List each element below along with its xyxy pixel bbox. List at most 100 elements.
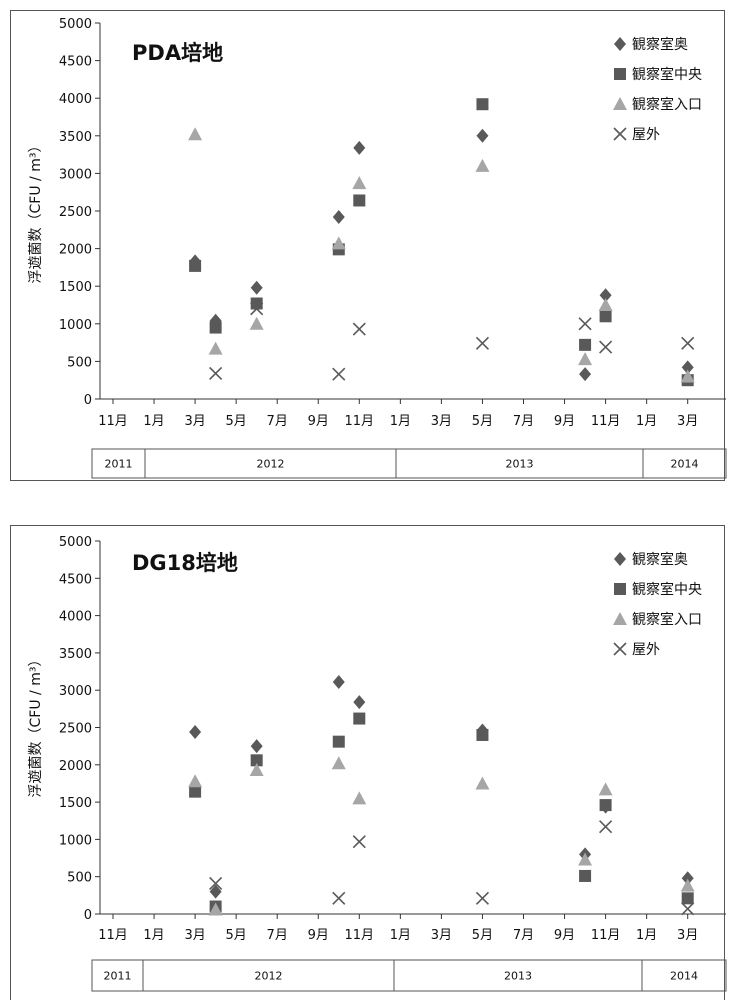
data-point-x [352,835,366,849]
data-point-square [209,321,222,334]
year-label: 2012 [257,458,285,471]
legend-marker [613,97,627,110]
y-tick-label: 0 [84,393,92,408]
x-tick-label: 1月 [390,414,411,429]
y-tick-label: 1000 [59,318,92,333]
x-tick-label: 9月 [554,928,575,943]
legend-label: 屋外 [632,642,660,658]
x-tick-label: 7月 [267,414,288,429]
legend-label: 屋外 [632,127,660,143]
x-tick-label: 3月 [184,928,205,943]
x-tick-label: 1月 [636,414,657,429]
y-tick-label: 1000 [59,833,92,848]
data-point-diamond [332,674,345,689]
data-point-x [681,336,695,350]
x-tick-label: 11月 [98,414,128,429]
legend-marker [614,552,626,566]
data-point-triangle [680,878,695,892]
data-point-square [353,194,366,207]
data-point-triangle [188,127,203,141]
x-tick-label: 11月 [591,414,621,429]
data-point-triangle [208,341,223,355]
x-tick-label: 3月 [677,928,698,943]
x-tick-label: 9月 [308,414,329,429]
x-tick-label: 7月 [267,928,288,943]
legend-label: 観察室奥 [632,36,688,53]
chart-pda-svg: 0 500 1000 1500 2000 2500 3000 3500 4000 4500 5000… [10,10,727,481]
x-tick-label: 5月 [226,928,247,943]
data-point-x [209,366,223,380]
x-tick-label: 3月 [184,414,205,429]
x-tick-label: 11月 [591,928,621,943]
year-label: 2013 [504,970,532,983]
x-tick-label: 3月 [431,928,452,943]
y-tick-label: 3500 [59,130,92,145]
chart-title: DG18培地 [132,551,238,575]
chart-frame [10,10,725,481]
legend-marker [613,127,627,141]
data-point-diamond [681,360,694,375]
year-label: 2013 [506,458,534,471]
data-point-square [250,754,263,767]
y-tick-label: 1500 [59,280,92,295]
data-point-diamond [579,367,592,382]
legend-marker [614,68,626,80]
data-point-square [476,98,489,111]
data-point-square [250,297,263,310]
y-axis-label: 浮遊菌数（CFU / m³） [28,653,44,798]
data-point-square [599,310,612,323]
y-tick-label: 1500 [59,796,92,811]
y-tick-label: 4500 [59,572,92,587]
legend-label: 観察室奥 [632,551,688,568]
legend-marker [614,37,626,51]
y-tick-label: 5000 [59,17,92,32]
x-tick-label: 11月 [345,928,375,943]
year-band [91,448,727,479]
y-tick-label: 500 [67,871,92,886]
data-point-triangle [331,756,346,770]
data-point-square [332,735,345,748]
chart-dg18: 0 500 1000 1500 2000 2500 3000 3500 4000 4500 5000… [0,515,734,1000]
legend-label: 観察室中央 [632,66,702,83]
y-tick-label: 2000 [59,243,92,258]
chart-dg18-svg: 0 500 1000 1500 2000 2500 3000 3500 4000 4500 5000… [10,525,727,1000]
data-point-triangle [352,176,367,190]
legend-label: 観察室入口 [632,611,702,628]
data-point-triangle [598,298,613,311]
data-point-x [475,891,490,905]
data-point-triangle [598,782,613,796]
y-tick-label: 3000 [59,684,92,699]
legend-marker [614,583,626,595]
data-point-diamond [681,871,694,886]
y-tick-label: 4000 [59,610,92,625]
data-point-triangle [680,369,695,383]
x-tick-label: 5月 [472,928,493,943]
data-point-x [599,340,613,354]
y-tick-label: 3500 [59,647,92,662]
data-point-x [209,876,223,890]
year-label: 2011 [105,458,133,471]
data-point-diamond [189,724,202,739]
x-tick-label: 9月 [308,928,329,943]
data-point-x [578,317,592,331]
data-point-square [353,712,366,725]
data-point-triangle [475,158,490,172]
y-tick-label: 0 [84,908,92,923]
data-point-triangle [475,776,490,790]
data-point-diamond [353,140,366,155]
data-point-diamond [250,739,263,754]
data-point-x [332,891,346,905]
legend-marker [613,642,627,656]
data-point-square [681,892,694,905]
data-point-triangle [249,763,264,777]
data-point-triangle [578,352,593,366]
y-tick-label: 4000 [59,92,92,107]
data-point-triangle [249,316,264,330]
chart-pda: 0 500 1000 1500 2000 2500 3000 3500 4000 4500 5000… [0,0,734,490]
data-point-square [579,869,592,882]
x-tick-label: 3月 [431,414,452,429]
legend-label: 観察室入口 [632,96,702,113]
y-tick-label: 3000 [59,167,92,182]
x-tick-label: 1月 [390,928,411,943]
x-tick-label: 1月 [143,414,164,429]
